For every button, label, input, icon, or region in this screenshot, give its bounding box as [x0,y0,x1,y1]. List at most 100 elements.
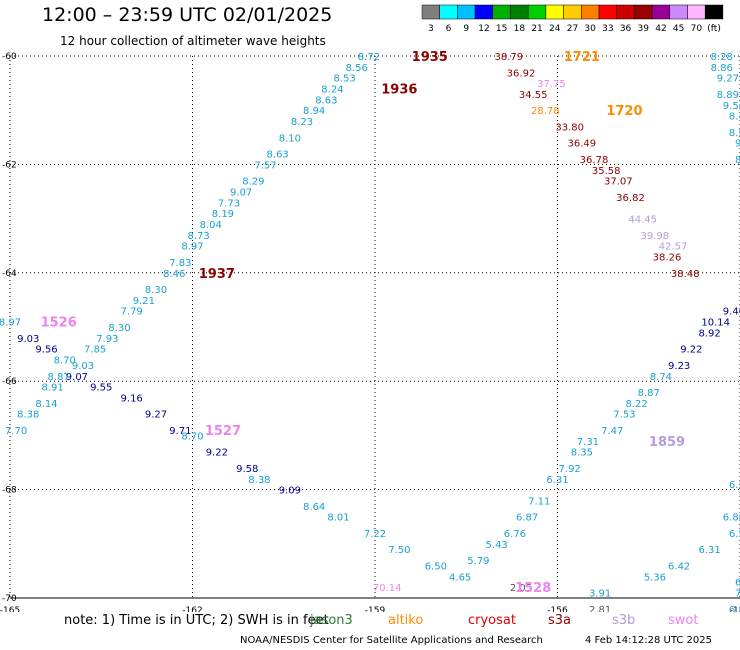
pass-time-annotation: 1720 [606,104,642,119]
data-point-label: 6.87 [516,513,538,524]
data-point-label: 7.79 [121,307,143,318]
x-tick-label: -159 [365,606,386,612]
colorbar-label: 24 [549,24,561,34]
y-tick-label: -70 [2,594,17,604]
data-point-label: 7.31 [577,437,599,448]
colorbar-label: 15 [496,24,507,34]
data-point-label: 7.93 [96,334,118,345]
data-point-label: 34.55 [519,90,548,101]
page-title: 12:00 – 23:59 UTC 02/01/2025 [42,4,333,26]
data-point-label: 8.10 [279,133,301,144]
data-point-label: 9.71 [169,426,191,437]
data-point-label: 8.30 [145,285,167,296]
colorbar-label: 18 [514,24,526,34]
data-point-label: 37.75 [537,79,566,90]
data-point-label: 6.35 [729,480,740,491]
data-point-label: 9.46 [723,307,740,318]
data-point-label: 8.53 [333,74,355,85]
data-point-label: 5.43 [486,540,508,551]
colorbar-label: 30 [584,24,596,34]
data-point-label: 4.65 [449,572,471,583]
pass-time-annotation: 1721 [564,50,600,65]
data-point-label: 8.70 [54,356,76,367]
data-point-label: 36.82 [616,193,645,204]
legend-item-s3b: s3b [612,613,636,628]
data-point-label: 7.57 [254,160,276,171]
data-point-label: 9.67 [735,139,740,150]
data-point-label: 9.03 [72,361,94,372]
data-point-label: 28.78 [531,106,560,117]
colorbar-label: 42 [655,24,666,34]
y-tick-label: -62 [2,160,17,170]
colorbar-label: 27 [567,24,578,34]
data-point-label: 8.97 [0,318,21,329]
data-point-label: 7.11 [528,496,550,507]
data-point-label: 9.23 [668,361,690,372]
colorbar-label: 9 [463,24,469,34]
chart-plot: -165 -162 -159 -156 -153 -60 -62 -64 -66 -68 -70 28… [0,50,740,612]
data-point-label: 8.28 [711,52,733,63]
x-tick-label: -156 [547,606,568,612]
data-point-label: 6.88 [723,513,740,524]
x-tick-label: -153 [730,606,740,612]
data-point-label: 36.78 [580,155,609,166]
data-point-label: 8.19 [212,209,234,220]
data-point-label: 9.21 [133,296,155,307]
colorbar-label: 6 [446,24,452,34]
data-point-label: 6.51 [729,529,740,540]
data-point-label: 9.58 [236,464,258,475]
pass-time-annotation: 1528 [515,581,551,596]
data-point-label: 3.91 [589,589,611,600]
data-point-label: 8.29 [242,177,264,188]
data-point-label: 38.26 [653,253,682,264]
data-point-label: 9.03 [17,334,39,345]
x-tick-label: -162 [182,606,202,612]
data-point-label: 9.22 [680,345,702,356]
colorbar-label: 3 [428,24,434,34]
data-point-label: 8.01 [327,513,349,524]
data-point-label: 33.80 [555,122,584,133]
colorbar-label: (ft) [707,24,721,34]
colorbar: 3 6 9 12 15 18 21 24 27 30 33 36 39 42 45 70 (ft) [421,4,724,34]
data-point-label: 7.92 [559,464,581,475]
data-point-label: 9.16 [121,393,143,404]
data-point-label: 7.22 [364,529,386,540]
data-point-label: 70.14 [373,583,402,594]
data-point-label: 7.53 [613,410,635,421]
data-point-label: 8.24 [321,85,343,96]
colorbar-label: 45 [673,24,684,34]
legend-item-altiko: altiko [388,613,424,628]
data-point-label: 6.76 [504,529,526,540]
colorbar-label: 36 [620,24,632,34]
data-point-label: 7.47 [601,426,623,437]
data-point-label: 7.73 [218,198,240,209]
y-tick-label: -66 [2,377,17,387]
data-point-label: 8.74 [650,372,672,383]
data-point-label: 9.07 [66,372,88,383]
data-point-label: 8.86 [711,63,733,74]
colorbar-label: 33 [602,24,613,34]
data-point-label: 39.98 [641,231,670,242]
data-point-label: 36.92 [507,68,536,79]
data-point-label: 44.45 [628,215,657,226]
data-point-label: 9.09 [279,486,301,497]
pass-time-annotation: 1937 [199,267,235,282]
data-point-label: 8.04 [200,220,222,231]
data-point-label: 8.87 [48,372,70,383]
data-point-label: 8.92 [698,328,720,339]
data-point-label: 5.79 [467,556,489,567]
data-point-label: 8.97 [181,242,203,253]
pass-time-annotation: 1526 [41,316,77,331]
data-point-label: 2.05 [510,583,532,594]
data-point-label: 8.64 [303,502,325,513]
data-point-label: 9.56 [723,101,740,112]
legend-item-jason3: jason3 [310,613,353,628]
data-point-label: 8.73 [187,231,209,242]
colorbar-label: 21 [531,24,542,34]
data-point-label: 36.49 [568,139,597,150]
data-point-label: 35.58 [592,166,621,177]
data-point-label: 8.72 [358,52,380,63]
data-point-label: 8.22 [625,399,647,410]
data-point-label: 8.46 [163,269,185,280]
data-point-label: 8.56 [346,63,368,74]
